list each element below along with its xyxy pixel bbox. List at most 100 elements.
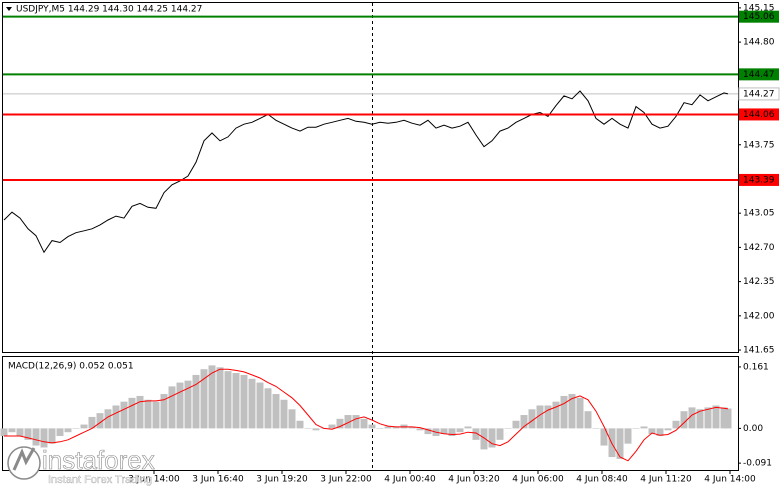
histogram-bar: [240, 374, 248, 429]
x-tick-label: 4 Jun 06:00: [512, 475, 564, 485]
histogram-bar: [656, 428, 664, 437]
watermark: instaforex Instant Forex Trading: [7, 445, 155, 486]
histogram-bar: [680, 411, 688, 429]
histogram-bar: [464, 426, 472, 429]
histogram-bar: [488, 428, 496, 448]
level-label-box: [739, 108, 779, 121]
logo-mark: [12, 447, 36, 471]
macd-title: MACD(12,26,9) 0.052 0.051: [8, 362, 134, 372]
histogram-bar: [376, 428, 384, 429]
histogram-bar: [440, 428, 448, 435]
histogram-bar: [0, 428, 8, 437]
level-label: 145.06: [743, 12, 775, 22]
level-label-box: [739, 68, 779, 81]
y-tick-label: 0.00: [743, 424, 763, 434]
y-tick-label: 142.35: [743, 277, 775, 287]
histogram-bar: [256, 382, 264, 429]
y-tick-label: 0.161: [743, 362, 769, 372]
y-tick-label: 145.15: [743, 3, 775, 13]
histogram-bar: [216, 367, 224, 429]
y-tick-label: 143.75: [743, 140, 775, 150]
histogram-bar: [248, 378, 256, 429]
histogram-bar: [296, 420, 304, 429]
histogram-bar: [504, 428, 512, 429]
y-tick-label: 141.65: [743, 346, 775, 356]
histogram-bar: [80, 424, 88, 429]
x-tick-label: 3 Jun 14:00: [128, 475, 180, 485]
level-label-box: [739, 10, 779, 23]
histogram-bar: [56, 428, 64, 437]
histogram-bar: [416, 428, 424, 431]
histogram-bar: [584, 411, 592, 429]
histogram-bar: [192, 374, 200, 429]
histogram-bar: [200, 369, 208, 429]
histogram-bar: [144, 399, 152, 429]
histogram-bar: [272, 394, 280, 429]
histogram-bar: [592, 428, 600, 429]
y-tick-label: 143.05: [743, 209, 775, 219]
histogram-bar: [120, 401, 128, 429]
histogram-bar: [304, 428, 312, 429]
histogram-bar: [288, 409, 296, 429]
histogram-bar: [168, 386, 176, 429]
brand: instaforex: [42, 445, 155, 475]
y-tick-label: 142.00: [743, 311, 775, 321]
histogram-bar: [128, 397, 136, 429]
dropdown-icon: [6, 7, 12, 11]
histogram-bar: [664, 428, 672, 431]
histogram-bar: [616, 428, 624, 459]
histogram-bar: [528, 409, 536, 429]
series-line: [4, 368, 729, 462]
histogram-bar: [600, 428, 608, 446]
histogram-bar: [104, 409, 112, 429]
histogram-bar: [280, 399, 288, 429]
y-tick-label: 142.70: [743, 243, 775, 253]
x-tick-label: 4 Jun 08:40: [576, 475, 628, 485]
histogram-bar: [624, 428, 632, 444]
histogram-bar: [632, 428, 640, 429]
x-tick-label: 4 Jun 03:20: [448, 475, 500, 485]
histogram-bar: [72, 428, 80, 429]
level-label: 143.39: [743, 175, 775, 185]
histogram-bar: [96, 413, 104, 429]
histogram-bar: [544, 405, 552, 429]
current-price-label: 144.27: [743, 89, 775, 99]
price-panel: [2, 2, 739, 353]
histogram-bar: [576, 397, 584, 429]
histogram-bar: [392, 426, 400, 429]
histogram-bar: [368, 424, 376, 429]
logo-icon: [7, 446, 41, 480]
histogram-bar: [352, 415, 360, 429]
histogram-bar: [724, 408, 732, 429]
histogram-bar: [224, 371, 232, 429]
histogram-bar: [640, 426, 648, 429]
histogram-bar: [704, 407, 712, 429]
level-label: 144.06: [743, 110, 775, 120]
histogram-bar: [88, 416, 96, 429]
histogram-bar: [152, 401, 160, 429]
histogram-bar: [8, 428, 16, 433]
histogram-bar: [136, 395, 144, 429]
macd-panel: [2, 356, 739, 471]
chart-title: USDJPY,M5 144.29 144.30 144.25 144.27: [16, 5, 202, 15]
histogram-bar: [448, 428, 456, 437]
x-tick-label: 4 Jun 14:00: [704, 475, 756, 485]
histogram-bar: [688, 407, 696, 429]
histogram-bar: [560, 395, 568, 429]
histogram-bar: [32, 428, 40, 446]
histogram-bar: [184, 380, 192, 429]
histogram-bar: [480, 428, 488, 450]
histogram-bar: [536, 405, 544, 429]
histogram-bar: [424, 428, 432, 435]
x-tick-label: 3 Jun 22:00: [320, 475, 372, 485]
histogram-bar: [720, 407, 728, 429]
x-tick-label: 4 Jun 11:20: [640, 475, 692, 485]
histogram-bar: [328, 424, 336, 429]
histogram-bar: [48, 428, 56, 444]
histogram-bar: [176, 382, 184, 429]
histogram-bar: [496, 428, 504, 440]
histogram-bar: [408, 426, 416, 429]
x-tick-label: 3 Jun 16:40: [192, 475, 244, 485]
histogram-bar: [696, 409, 704, 429]
current-price-box: [738, 87, 780, 101]
